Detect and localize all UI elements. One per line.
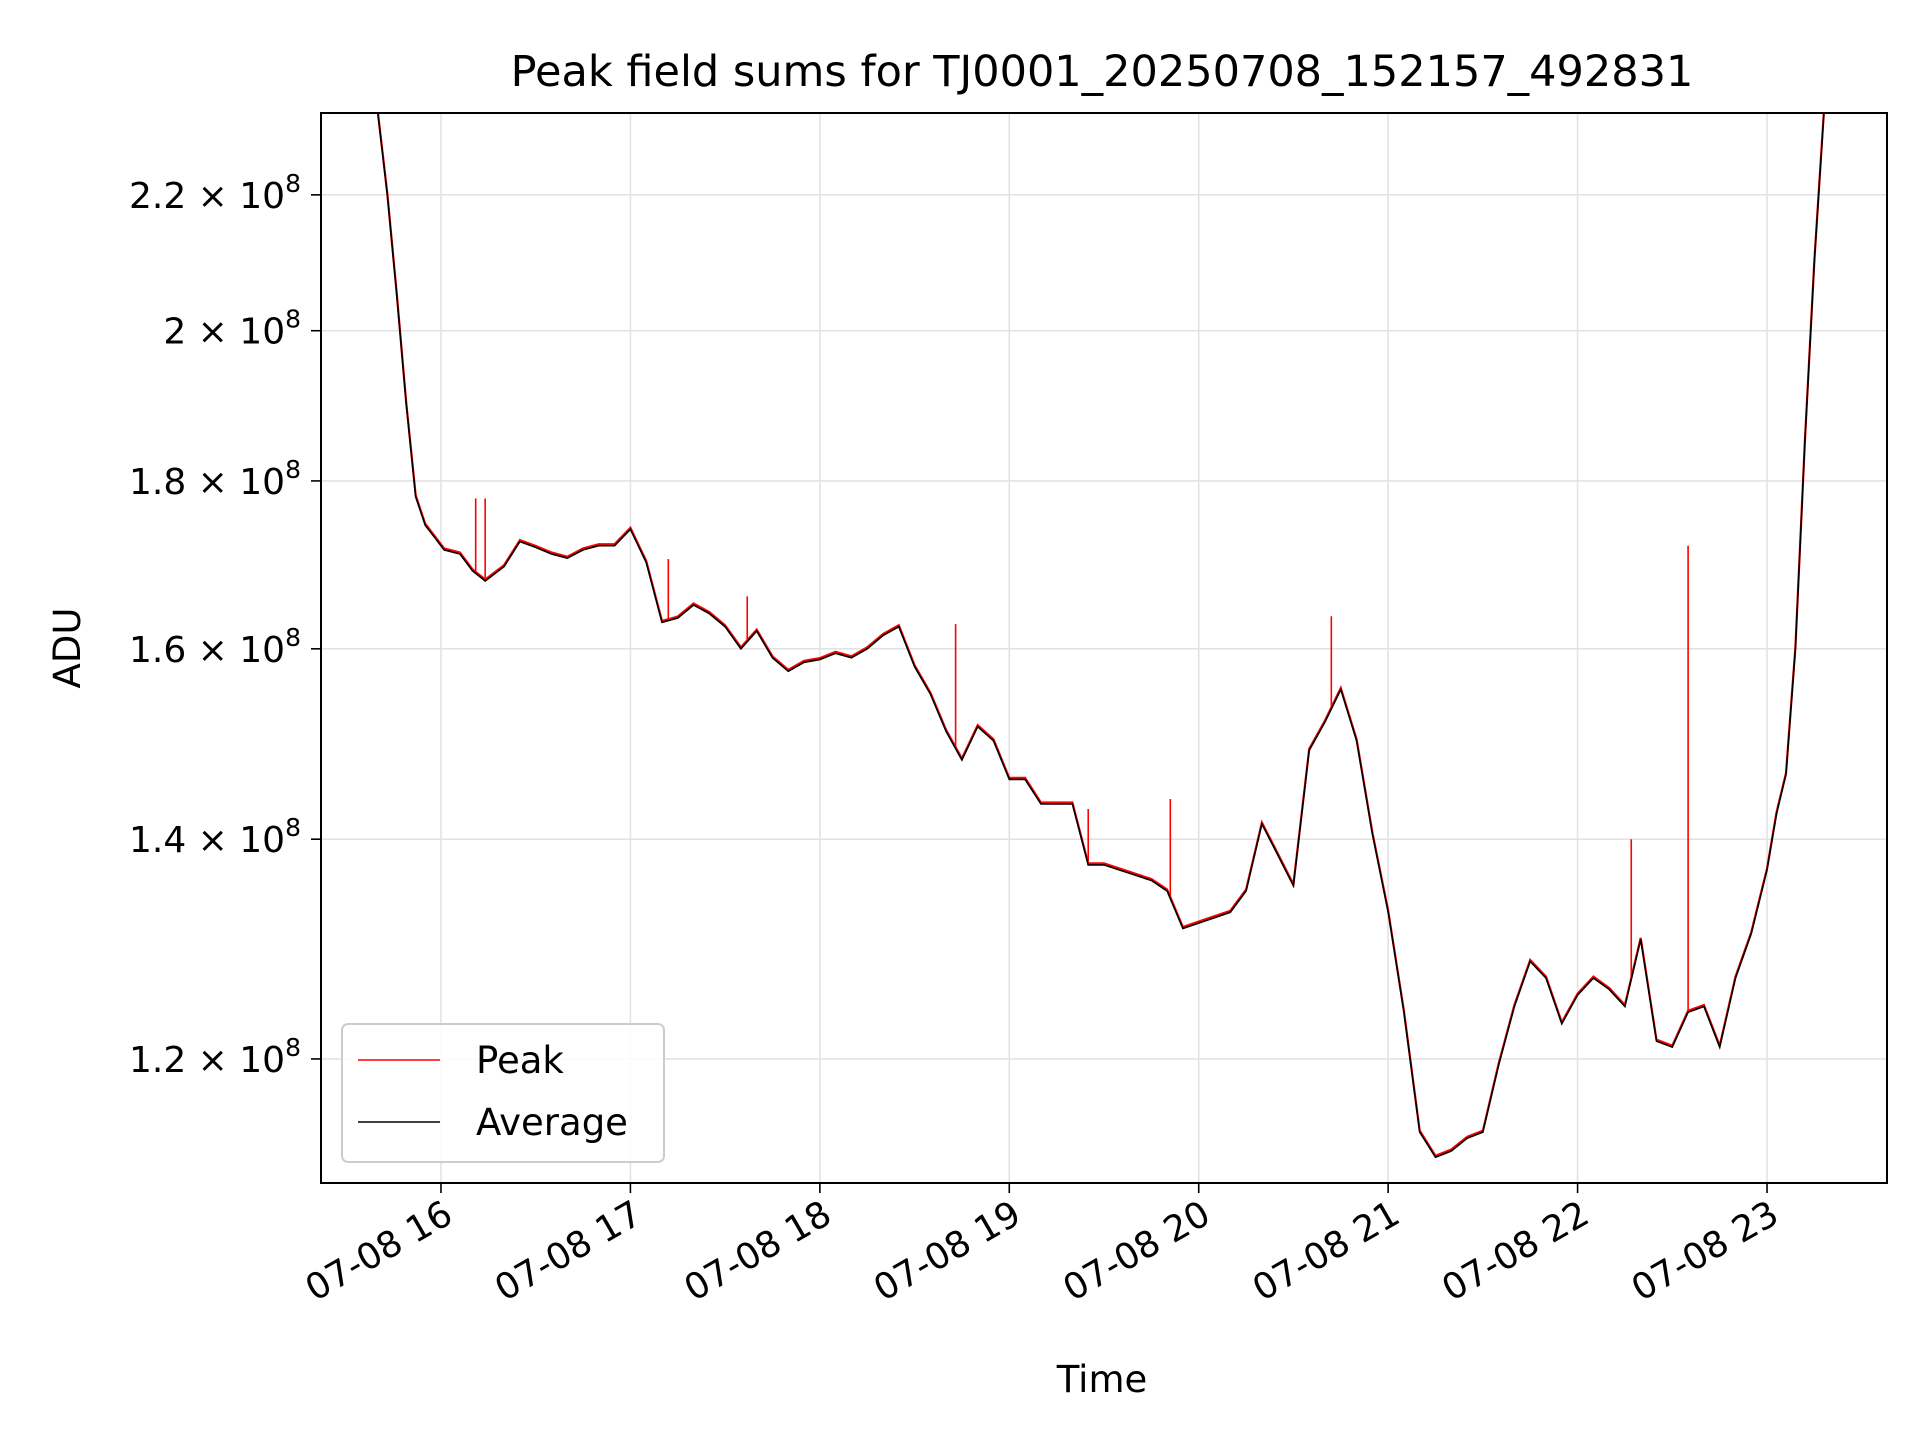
y-axis-label: ADU — [46, 608, 89, 689]
chart-title: Peak field sums for TJ0001_20250708_1521… — [511, 47, 1694, 97]
legend: Peak Average — [341, 1023, 665, 1163]
x-axis-label: Time — [1056, 1358, 1148, 1401]
y-axis: 1.2 × 108 1.4 × 108 1.6 × 108 1.8 × 108 2 × … — [129, 169, 321, 1081]
series-line-average — [377, 113, 1825, 1159]
y-tick-label: 2 × 108 — [163, 305, 301, 353]
series-layer — [376, 113, 1825, 1159]
series-line-peak — [376, 113, 1825, 1158]
y-tick-label: 1.2 × 108 — [129, 1033, 301, 1081]
legend-label-peak: Peak — [476, 1039, 564, 1082]
legend-box — [341, 1023, 665, 1163]
y-tick-label: 1.6 × 108 — [129, 623, 301, 671]
plot-frame — [320, 112, 1888, 1184]
y-tick-label: 1.4 × 108 — [129, 813, 301, 861]
y-tick-label: 1.8 × 108 — [129, 455, 301, 503]
y-tick-label: 2.2 × 108 — [129, 169, 301, 217]
legend-label-average: Average — [476, 1101, 628, 1144]
